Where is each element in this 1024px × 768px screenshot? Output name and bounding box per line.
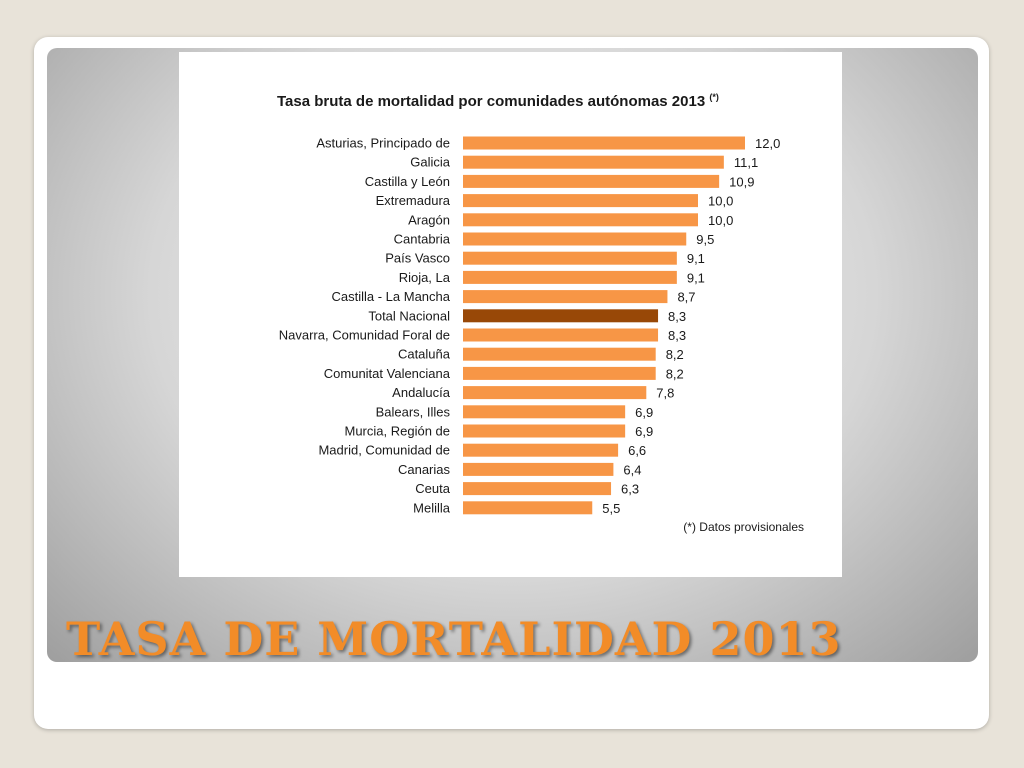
- chart-footnote: (*) Datos provisionales: [683, 520, 804, 534]
- bar-canarias: [463, 462, 614, 476]
- bar-cataluna: [463, 347, 656, 361]
- value-label-castilla-la-mancha: 8,7: [677, 290, 695, 305]
- category-label-murcia-region-de: Murcia, Región de: [345, 424, 451, 439]
- value-label-madrid-comunidad-de: 6,6: [628, 443, 646, 458]
- value-label-cataluna: 8,2: [666, 347, 684, 362]
- bar-murcia-region-de: [463, 424, 626, 438]
- slide: Tasa bruta de mortalidad por comunidades…: [34, 37, 989, 729]
- value-label-aragon: 10,0: [708, 213, 733, 228]
- bar-melilla: [463, 501, 593, 515]
- value-label-cantabria: 9,5: [696, 232, 714, 247]
- category-label-galicia: Galicia: [410, 155, 451, 170]
- value-label-canarias: 6,4: [623, 462, 641, 477]
- category-label-pais-vasco: País Vasco: [385, 251, 450, 266]
- value-label-melilla: 5,5: [602, 501, 620, 516]
- value-label-pais-vasco: 9,1: [687, 251, 705, 266]
- chart-card: Tasa bruta de mortalidad por comunidades…: [179, 52, 842, 577]
- value-label-asturias-principado-de: 12,0: [755, 136, 780, 151]
- slide-panel: Tasa bruta de mortalidad por comunidades…: [47, 48, 978, 662]
- mortality-bar-chart: Tasa bruta de mortalidad por comunidades…: [277, 92, 804, 534]
- chart-title: Tasa bruta de mortalidad por comunidades…: [277, 92, 719, 110]
- bar-rioja-la: [463, 270, 677, 284]
- bar-total-nacional: [463, 309, 659, 323]
- category-label-castilla-la-mancha: Castilla - La Mancha: [332, 289, 451, 304]
- slide-title: TASA DE MORTALIDAD 2013: [66, 612, 842, 666]
- bars-group: Asturias, Principado de 12,0 Galicia 11,1 Ca…: [279, 136, 781, 516]
- bar-pais-vasco: [463, 251, 677, 265]
- bar-extremadura: [463, 194, 698, 208]
- value-label-murcia-region-de: 6,9: [635, 424, 653, 439]
- category-label-cantabria: Cantabria: [394, 232, 451, 247]
- bar-ceuta: [463, 482, 612, 496]
- value-label-andalucia: 7,8: [656, 386, 674, 401]
- category-label-ceuta: Ceuta: [415, 481, 450, 496]
- bar-castilla-la-mancha: [463, 290, 668, 304]
- bar-asturias-principado-de: [463, 136, 745, 150]
- bar-castilla-y-leon: [463, 174, 720, 188]
- value-label-rioja-la: 9,1: [687, 270, 705, 285]
- category-label-andalucia: Andalucía: [392, 385, 451, 400]
- category-label-cataluna: Cataluña: [398, 347, 451, 362]
- bar-aragon: [463, 213, 698, 227]
- category-label-asturias-principado-de: Asturias, Principado de: [316, 136, 450, 151]
- category-label-aragon: Aragón: [408, 212, 450, 227]
- bar-balears-illes: [463, 405, 626, 419]
- category-label-castilla-y-leon: Castilla y León: [365, 174, 450, 189]
- bar-madrid-comunidad-de: [463, 443, 619, 457]
- bar-comunitat-valenciana: [463, 366, 656, 380]
- chart-title-note: (*): [709, 92, 719, 102]
- category-label-extremadura: Extremadura: [376, 193, 451, 208]
- category-label-navarra-comunidad-foral-de: Navarra, Comunidad Foral de: [279, 328, 450, 343]
- value-label-navarra-comunidad-foral-de: 8,3: [668, 328, 686, 343]
- value-label-balears-illes: 6,9: [635, 405, 653, 420]
- value-label-ceuta: 6,3: [621, 482, 639, 497]
- value-label-total-nacional: 8,3: [668, 309, 686, 324]
- bar-galicia: [463, 155, 724, 169]
- value-label-extremadura: 10,0: [708, 194, 733, 209]
- category-label-melilla: Melilla: [413, 500, 451, 515]
- value-label-galicia: 11,1: [734, 155, 758, 170]
- bar-andalucia: [463, 386, 647, 400]
- category-label-total-nacional: Total Nacional: [368, 308, 450, 323]
- bar-navarra-comunidad-foral-de: [463, 328, 659, 342]
- category-label-balears-illes: Balears, Illes: [376, 404, 451, 419]
- value-label-comunitat-valenciana: 8,2: [666, 366, 684, 381]
- bar-cantabria: [463, 232, 687, 246]
- chart-title-text: Tasa bruta de mortalidad por comunidades…: [277, 93, 705, 110]
- category-label-rioja-la: Rioja, La: [399, 270, 451, 285]
- category-label-madrid-comunidad-de: Madrid, Comunidad de: [318, 443, 450, 458]
- category-label-canarias: Canarias: [398, 462, 451, 477]
- value-label-castilla-y-leon: 10,9: [729, 174, 754, 189]
- category-label-comunitat-valenciana: Comunitat Valenciana: [324, 366, 451, 381]
